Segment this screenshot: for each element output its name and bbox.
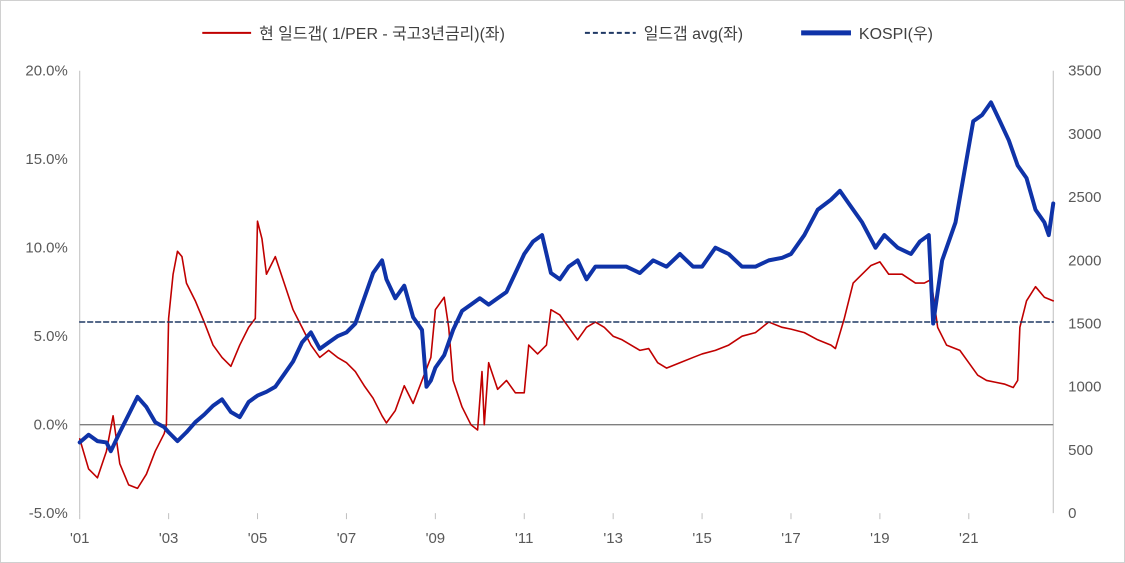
- right-tick-label: 1500: [1068, 316, 1101, 333]
- left-tick-label: 20.0%: [25, 63, 67, 80]
- left-tick-label: 5.0%: [34, 328, 68, 345]
- legend-label-kospi: KOSPI(우): [859, 26, 933, 43]
- x-tick-label: '03: [159, 530, 178, 547]
- series-layer: [77, 100, 1056, 490]
- left-tick-label: -5.0%: [29, 505, 68, 522]
- right-tick-label: 3000: [1068, 126, 1101, 143]
- right-tick-label: 2000: [1068, 252, 1101, 269]
- left-tick-label: 15.0%: [25, 151, 67, 168]
- x-tick-label: '01: [70, 530, 89, 547]
- x-tick-label: '11: [515, 530, 533, 547]
- legend: 현 일드갭( 1/PER - 국고3년금리)(좌) 일드갭 avg(좌) KOS…: [202, 25, 933, 43]
- x-tick-label: '17: [781, 530, 800, 547]
- x-axis-ticks: '01 '03 '05 '07 '09 '11 '13 '15 '17 '19 '21: [70, 513, 979, 547]
- x-tick-label: '07: [337, 530, 356, 547]
- right-axis-ticks: 0 500 1000 1500 2000 2500 3000 3500: [1068, 63, 1101, 522]
- right-tick-label: 0: [1068, 505, 1076, 522]
- x-tick-label: '05: [248, 530, 267, 547]
- x-tick-label: '13: [603, 530, 622, 547]
- x-tick-label: '15: [692, 530, 711, 547]
- left-tick-label: 0.0%: [34, 417, 68, 434]
- left-tick-label: 10.0%: [25, 240, 67, 257]
- right-tick-label: 500: [1068, 442, 1093, 459]
- left-axis-ticks: -5.0% 0.0% 5.0% 10.0% 15.0% 20.0%: [25, 63, 67, 522]
- series-line-yield-gap: [78, 220, 1055, 490]
- legend-label-yield-gap: 현 일드갭( 1/PER - 국고3년금리)(좌): [259, 25, 505, 43]
- legend-label-avg: 일드갭 avg(좌): [644, 25, 743, 43]
- x-tick-label: '19: [870, 530, 889, 547]
- right-tick-label: 3500: [1068, 63, 1101, 80]
- series-line-kospi: [77, 100, 1056, 454]
- x-tick-label: '09: [426, 530, 445, 547]
- x-tick-label: '21: [959, 530, 978, 547]
- right-tick-label: 2500: [1068, 189, 1101, 206]
- right-tick-label: 1000: [1068, 379, 1101, 396]
